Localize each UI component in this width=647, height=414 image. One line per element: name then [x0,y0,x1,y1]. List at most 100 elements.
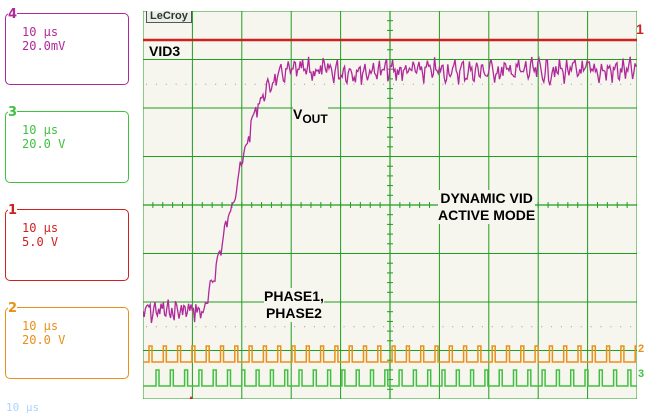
grid-dot [264,83,266,85]
grid-dot [323,326,325,328]
grid-dot [501,83,503,85]
grid-dot [195,326,197,328]
grid-dot [373,83,375,85]
vout-label: VOUT [293,106,328,128]
grid-dot [620,326,622,328]
grid-dot [205,326,207,328]
grid-dot [244,83,246,85]
channel-2-time-div: 10 μs [22,319,59,333]
grid-dot [610,326,612,328]
grid-dot [294,83,296,85]
grid-dot [472,326,474,328]
scope-graticule [143,11,637,399]
phase1-trace [143,345,637,363]
grid-dot [165,326,167,328]
phase-label: PHASE1, PHASE2 [264,288,324,322]
grid-dot [225,326,227,328]
grid-dot [393,83,394,85]
grid-dot [215,326,217,328]
grid-dot [452,83,454,85]
channel-3-volt-div: 20.0 V [22,137,66,151]
mode-label-line1: DYNAMIC VID [440,190,533,206]
grid-dots [146,83,632,328]
grid-dot [630,83,632,85]
phase-label-line1: PHASE1, [264,288,324,304]
grid-dot [541,83,543,85]
trigger-arrow-bottom [189,396,193,399]
marker-ch2-right: 2 [638,343,645,355]
grid-dot [511,326,513,328]
grid-dot [393,326,394,328]
grid-dot [383,83,385,85]
channel-2-number: 2 [8,301,18,316]
grid-dot [304,83,306,85]
grid-dot [570,326,572,328]
channel-2-box[interactable]: 2 10 μs 20.0 V [5,302,129,379]
grid-dot [442,83,444,85]
grid-dot [521,326,523,328]
grid-dot [254,326,256,328]
grid-dot [442,326,444,328]
channel-3-box[interactable]: 3 10 μs 20.0 V [5,106,129,183]
grid-dot [412,83,414,85]
grid-dot [422,83,424,85]
grid-dot [580,83,582,85]
grid-dot [304,326,306,328]
grid-dot [146,83,147,85]
grid-dot [620,83,622,85]
grid-dot [313,83,315,85]
channel-4-number: 4 [8,7,18,22]
channel-4-volt-div: 20.0mV [22,39,66,53]
grid-dot [560,83,562,85]
grid-dot [531,326,533,328]
grid-dot [560,326,562,328]
grid-dot [274,83,276,85]
channel-3-number: 3 [8,105,18,120]
grid-dot [511,83,513,85]
grid-dot [491,326,493,328]
grid-dot [175,326,177,328]
grid-dot [402,326,404,328]
grid-dot [284,326,286,328]
grid-dot [175,83,177,85]
grid-dot [422,326,424,328]
grid-dot [630,326,632,328]
channel-4-time-div: 10 μs [22,25,59,39]
channel-4-box[interactable]: 4 10 μs 20.0mV [5,8,129,85]
channel-3-time-div: 10 μs [22,123,59,137]
grid-dot [551,326,553,328]
marker-ch3-right: 3 [638,368,645,380]
grid-dot [432,326,434,328]
channel-1-time-div: 10 μs [22,221,59,235]
grid-dot [323,83,325,85]
mode-label: DYNAMIC VID ACTIVE MODE [438,190,536,224]
channel-2-volt-div: 20.0 V [22,333,66,347]
grid-dot [165,83,167,85]
grid-dot [491,83,493,85]
lecroy-logo: LeCroy [146,11,192,23]
marker-ch1-right: 1 [636,21,644,37]
grid-dot [383,326,385,328]
grid-dot [343,83,345,85]
status-timebase: 10 μs [6,401,40,414]
grid-dot [531,83,533,85]
grid-dot [343,326,345,328]
grid-dot [185,83,187,85]
grid-dot [155,326,157,328]
grid-dot [185,326,187,328]
grid-dot [333,83,335,85]
grid-dot [501,326,503,328]
grid-dot [551,83,553,85]
grid-dot [274,326,276,328]
channel-1-box[interactable]: 1 10 μs 5.0 V [5,204,129,281]
grid-dot [333,326,335,328]
grid-dot [590,326,592,328]
grid-dot [590,83,592,85]
grid-dot [363,326,365,328]
grid-lines [143,11,637,399]
grid-dot [353,326,355,328]
channel-1-number: 1 [8,203,18,218]
vout-trace [143,55,637,324]
grid-dot [600,83,602,85]
grid-dot [570,83,572,85]
